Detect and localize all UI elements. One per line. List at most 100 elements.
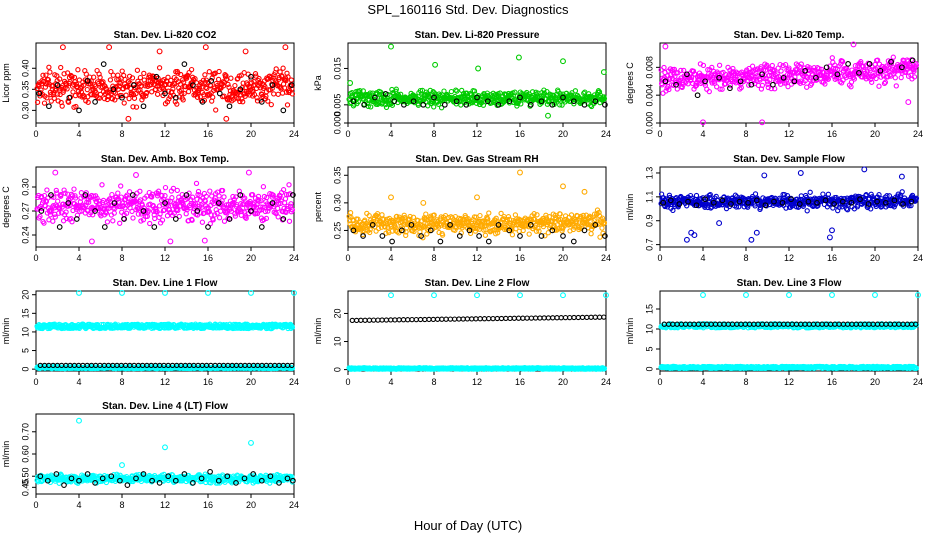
data-point — [829, 55, 835, 61]
data-point — [73, 103, 79, 110]
data-point — [123, 92, 129, 98]
outlier-point — [59, 44, 66, 51]
reference-point — [662, 78, 669, 85]
x-tick-label: 16 — [827, 253, 837, 263]
outlier-point — [242, 48, 249, 55]
data-point — [59, 103, 65, 109]
x-tick-label: 8 — [743, 253, 748, 263]
x-tick-label: 24 — [913, 253, 923, 263]
data-point — [203, 84, 209, 91]
x-tick-label: 20 — [558, 129, 568, 139]
y-tick-label: 10 — [332, 337, 342, 347]
y-tick-label: 0.7 — [644, 238, 654, 251]
outlier-point — [683, 236, 690, 243]
data-point — [228, 75, 234, 81]
data-point — [43, 72, 49, 78]
data-point — [281, 85, 288, 91]
data-point — [874, 57, 881, 63]
data-point — [874, 65, 880, 71]
data-point — [275, 214, 281, 220]
data-point — [568, 212, 575, 218]
x-tick-label: 12 — [160, 129, 170, 139]
outlier-point — [761, 172, 768, 179]
data-point — [178, 71, 184, 78]
data-point — [848, 79, 855, 85]
reference-point — [100, 61, 107, 67]
data-point — [717, 86, 723, 92]
y-tick-label: 0.000 — [332, 112, 342, 135]
plot-frame — [35, 290, 295, 372]
reference-point — [119, 94, 125, 101]
x-tick-label: 20 — [246, 377, 256, 387]
data-point — [183, 211, 189, 217]
reference-point — [382, 91, 389, 97]
data-point — [108, 68, 114, 75]
data-point — [269, 85, 275, 91]
data-point — [709, 64, 715, 71]
data-point — [873, 75, 879, 82]
panel-title: Stan. Dev. Li-820 CO2 — [114, 30, 217, 41]
data-point — [693, 82, 700, 89]
reference-point — [110, 86, 117, 93]
data-point — [458, 102, 464, 108]
data-point — [678, 67, 684, 74]
data-point — [207, 188, 213, 194]
reference-point — [506, 98, 513, 105]
data-point — [797, 80, 803, 86]
data-point — [89, 92, 95, 98]
x-tick-label: 20 — [558, 253, 568, 263]
data-point — [759, 82, 766, 89]
data-point — [716, 62, 723, 68]
outlier-point — [432, 61, 439, 68]
y-tick-label: 5 — [20, 348, 30, 353]
x-tick-label: 4 — [388, 377, 393, 387]
data-point — [126, 95, 132, 102]
x-tick-label: 0 — [345, 129, 350, 139]
reference-point — [495, 101, 502, 108]
x-tick-label: 8 — [119, 253, 124, 263]
data-point — [453, 87, 459, 93]
x-tick-label: 16 — [515, 377, 525, 387]
data-point — [782, 61, 789, 68]
data-point — [51, 95, 57, 101]
reference-point — [437, 238, 444, 245]
reference-point — [190, 82, 196, 88]
reference-point — [84, 78, 91, 84]
data-point — [700, 62, 707, 69]
y-axis-label: Licor ppm — [1, 63, 11, 103]
data-point — [34, 99, 41, 105]
reference-point — [570, 238, 577, 245]
panel-title: Stan. Dev. Line 2 Flow — [425, 278, 530, 289]
data-point — [67, 79, 73, 85]
y-tick-label: 0.000 — [644, 112, 654, 135]
data-point — [240, 99, 246, 105]
data-point — [526, 231, 532, 237]
reference-point — [476, 233, 482, 239]
data-point — [518, 101, 524, 107]
data-point — [749, 63, 756, 69]
y-tick-label: 0.30 — [20, 102, 30, 120]
y-tick-label: 10 — [20, 327, 30, 337]
data-point — [765, 81, 771, 87]
data-point — [204, 85, 210, 92]
reference-point — [527, 101, 534, 108]
data-point — [121, 100, 127, 106]
outlier-point — [662, 43, 669, 50]
reference-point — [208, 78, 215, 84]
data-point — [839, 58, 846, 65]
data-point — [92, 83, 99, 89]
data-point — [441, 88, 447, 94]
data-point — [876, 83, 882, 89]
x-tick-label: 8 — [119, 377, 124, 387]
x-tick-label: 16 — [515, 253, 525, 263]
data-point — [225, 81, 231, 88]
outlier-point — [515, 54, 522, 61]
data-point — [727, 82, 734, 89]
panels: Stan. Dev. Li-820 CO2 Licor ppm 0 4 8 12 16 20 2… — [1, 30, 923, 510]
data-point — [210, 94, 216, 100]
x-tick-label: 4 — [76, 253, 81, 263]
data-point — [706, 88, 712, 95]
panel-title: Stan. Dev. Amb. Box Temp. — [101, 154, 229, 165]
data-point — [771, 67, 777, 73]
reference-point — [76, 107, 82, 114]
